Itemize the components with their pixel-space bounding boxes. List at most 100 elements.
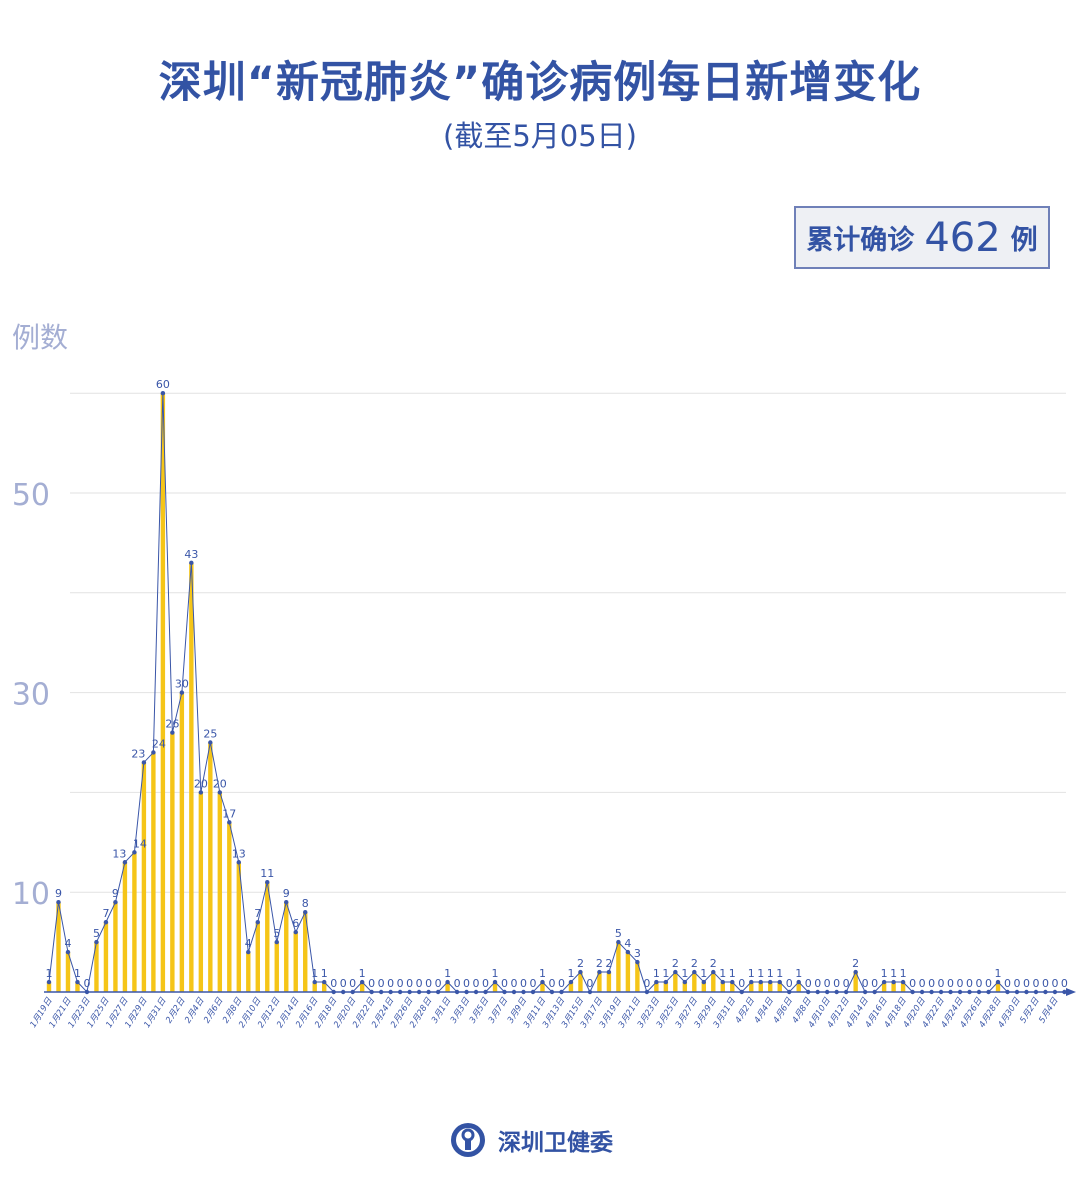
data-point (113, 899, 118, 905)
data-point (881, 979, 887, 985)
data-label: 0 (558, 977, 565, 990)
bar (160, 393, 166, 992)
bar (284, 902, 289, 992)
bar (322, 982, 327, 992)
data-label: 0 (928, 977, 935, 990)
bar (568, 982, 574, 992)
bar (293, 932, 298, 992)
data-point (293, 929, 298, 935)
data-point (312, 979, 317, 985)
bar (236, 862, 241, 992)
data-label: 0 (1032, 977, 1039, 990)
data-label: 1 (662, 967, 669, 980)
bar (540, 982, 545, 992)
data-point (568, 979, 574, 985)
data-point (995, 979, 1001, 985)
footer: 深圳卫健委 (450, 1122, 613, 1158)
data-point (407, 989, 412, 995)
data-label: 1 (567, 967, 574, 980)
data-point (198, 790, 204, 795)
data-point (359, 979, 365, 985)
page-subtitle: (截至5月05日) (443, 119, 637, 153)
data-point (502, 989, 507, 995)
bar (274, 942, 279, 992)
data-label: 4 (64, 937, 71, 950)
data-label: 2 (577, 957, 584, 970)
data-point (103, 919, 109, 925)
data-point (378, 989, 384, 995)
data-label: 4 (245, 937, 252, 950)
data-label: 2 (691, 957, 698, 970)
bar (995, 982, 1001, 992)
bar (768, 982, 773, 992)
data-point (454, 989, 460, 995)
data-point (635, 959, 640, 965)
bar (75, 982, 80, 992)
data-label: 0 (824, 977, 831, 990)
bar (103, 922, 109, 992)
data-label: 0 (425, 977, 432, 990)
data-label: 1 (700, 967, 707, 980)
data-point (84, 989, 90, 995)
data-label: 4 (624, 937, 631, 950)
data-point (938, 989, 944, 995)
bar (682, 982, 688, 992)
data-point (246, 949, 251, 955)
bar (853, 972, 858, 992)
data-label: 5 (93, 927, 100, 940)
bar (777, 982, 782, 992)
bar (303, 912, 308, 992)
data-point (265, 880, 270, 885)
data-point (521, 989, 526, 995)
data-point (189, 560, 194, 566)
data-label: 0 (805, 977, 812, 990)
data-point (948, 989, 953, 995)
data-point (606, 969, 612, 975)
data-label: 0 (1051, 977, 1058, 990)
bar (654, 982, 659, 992)
data-point (340, 989, 346, 995)
data-point (217, 790, 223, 795)
data-label: 0 (909, 977, 916, 990)
bar (796, 982, 801, 992)
x-tick-label: 5月4日 (1037, 996, 1060, 1025)
data-label: 0 (349, 977, 356, 990)
total-unit: 例 (1010, 225, 1038, 256)
data-point (654, 979, 659, 985)
data-label: 1 (729, 967, 736, 980)
bar (673, 972, 678, 992)
data-point (682, 979, 688, 985)
data-point (303, 909, 308, 915)
bar (606, 972, 612, 992)
data-label: 1 (748, 967, 755, 980)
data-point (862, 989, 868, 995)
data-point (597, 969, 602, 975)
total-cases-box: 累计确诊 462 例 (794, 206, 1050, 269)
data-label: 1 (492, 967, 499, 980)
data-label: 7 (254, 907, 261, 920)
bar (246, 952, 251, 992)
data-point (435, 989, 441, 995)
data-label: 0 (378, 977, 385, 990)
data-point (179, 690, 185, 695)
data-label: 1 (444, 967, 451, 980)
data-label: 9 (55, 887, 62, 900)
page-title: 深圳“新冠肺炎”确诊病例每日新增变化 (158, 58, 922, 108)
data-label: 0 (1004, 977, 1011, 990)
bar (151, 752, 156, 992)
bar (730, 982, 735, 992)
data-label: 26 (165, 718, 179, 731)
data-point (445, 979, 450, 985)
data-point (711, 969, 716, 975)
data-point (255, 919, 260, 925)
daily-cases-chart: 1030501941057913142324602630432025201713… (12, 378, 1076, 1030)
data-point (1033, 989, 1039, 995)
data-label: 0 (416, 977, 423, 990)
bar (359, 982, 365, 992)
data-point (132, 850, 137, 855)
data-point (739, 989, 744, 995)
data-point (464, 989, 469, 995)
data-label: 9 (283, 887, 290, 900)
bar (891, 982, 896, 992)
data-point (549, 989, 555, 995)
